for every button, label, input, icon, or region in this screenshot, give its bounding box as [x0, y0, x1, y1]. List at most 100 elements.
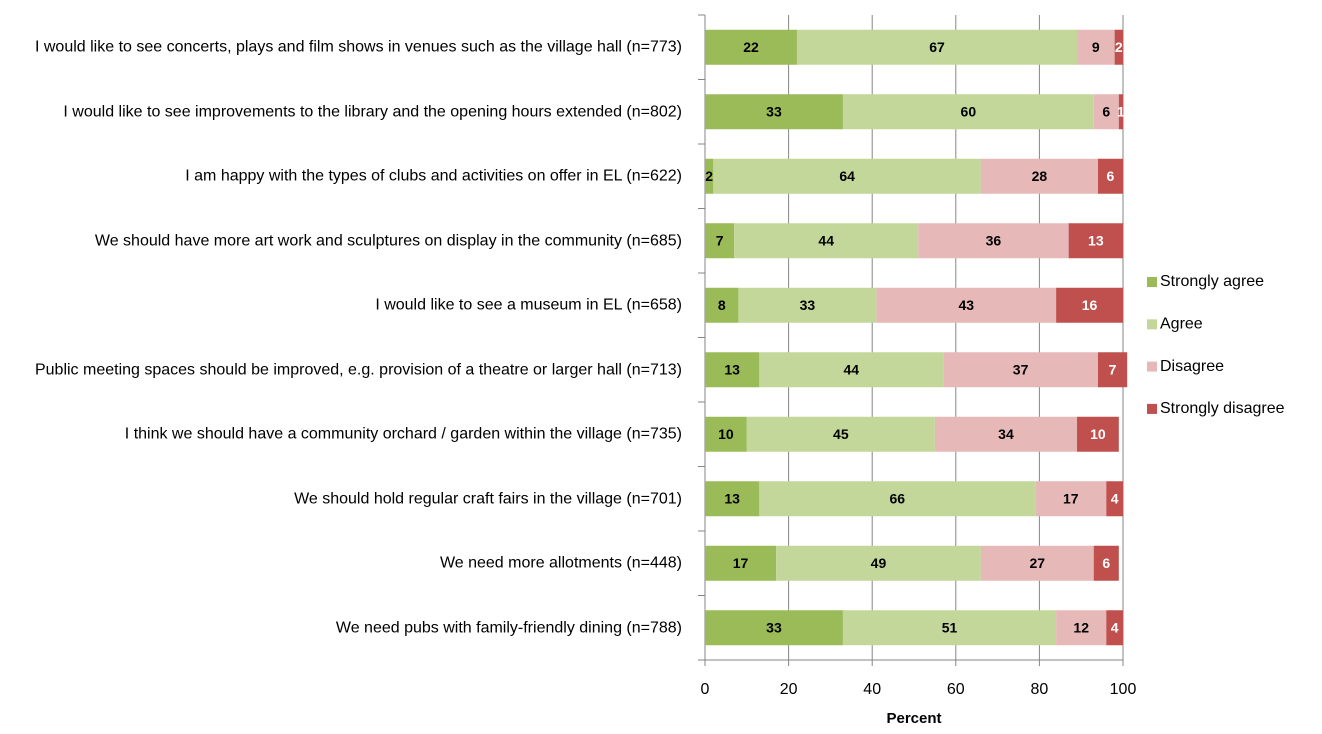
bar-segment	[1068, 223, 1123, 259]
bar-segment	[705, 94, 843, 130]
bar-segment	[1035, 481, 1107, 517]
data-label: 10	[718, 426, 734, 442]
bar-segment	[1106, 610, 1123, 646]
bar-segment	[759, 481, 1036, 517]
legend-swatch	[1147, 361, 1157, 372]
bar-segment	[796, 29, 1078, 65]
x-axis-label: Percent	[886, 710, 941, 727]
bar-segment	[918, 223, 1069, 259]
y-tick-label: We need more allotments (n=448)	[439, 554, 682, 572]
data-label: 64	[839, 168, 855, 184]
data-label: 1	[1117, 103, 1125, 119]
bar-segment	[1056, 287, 1123, 323]
data-label: 7	[1109, 361, 1117, 377]
data-label: 22	[743, 39, 759, 55]
data-label: 34	[998, 426, 1014, 442]
y-tick-label: We need pubs with family-friendly dining…	[335, 619, 682, 637]
data-label: 36	[986, 232, 1002, 248]
x-tick-label: 100	[1110, 681, 1137, 698]
x-tick-label: 40	[863, 681, 881, 698]
bar-segment	[980, 158, 1098, 194]
x-tick-label: 60	[947, 681, 965, 698]
x-tick-label: 20	[780, 681, 798, 698]
data-label: 2	[705, 168, 713, 184]
bar-segment	[1077, 29, 1115, 65]
bar-segment	[759, 352, 944, 388]
data-label: 13	[724, 361, 740, 377]
bar-segment	[1118, 94, 1123, 130]
bar-segment	[1077, 416, 1119, 452]
data-label: 6	[1107, 168, 1115, 184]
bar-segment	[738, 287, 877, 323]
bar-segment	[876, 287, 1057, 323]
data-label: 67	[929, 39, 945, 55]
bar-segment	[705, 29, 797, 65]
data-label: 60	[961, 103, 977, 119]
legend-swatch	[1147, 277, 1157, 287]
bar-segment	[1114, 29, 1123, 65]
data-label: 33	[766, 619, 782, 635]
data-label: 4	[1111, 619, 1119, 635]
y-tick-label: We should hold regular craft fairs in th…	[294, 490, 682, 508]
bar-segment	[713, 158, 981, 194]
bar-segment	[776, 545, 981, 581]
legend-label: Strongly disagree	[1160, 400, 1285, 417]
data-label: 49	[871, 555, 887, 571]
data-label: 51	[942, 619, 958, 635]
bar-segment	[746, 416, 935, 452]
bar-segment	[1093, 94, 1119, 130]
bar-segment	[1097, 158, 1123, 194]
data-label: 7	[716, 232, 724, 248]
data-label: 10	[1090, 426, 1106, 442]
data-label: 16	[1082, 297, 1098, 313]
bar-segment	[705, 610, 843, 646]
y-tick-label: Public meeting spaces should be improved…	[34, 361, 682, 379]
bar-segment	[934, 416, 1078, 452]
bar-segment	[980, 545, 1094, 581]
data-label: 66	[889, 490, 905, 506]
data-label: 37	[1013, 361, 1029, 377]
legend-label: Strongly agree	[1160, 273, 1264, 290]
data-label: 6	[1102, 103, 1110, 119]
data-label: 44	[844, 361, 860, 377]
bar-segment	[842, 94, 1094, 130]
data-label: 27	[1030, 555, 1046, 571]
bar-segment	[842, 610, 1057, 646]
bar-segment	[1056, 610, 1107, 646]
x-tick-label: 80	[1031, 681, 1049, 698]
data-label: 13	[724, 490, 740, 506]
bar-segment	[705, 352, 760, 388]
data-label: 2	[1115, 39, 1123, 55]
bar-segment	[705, 481, 760, 517]
legend-label: Disagree	[1160, 358, 1224, 375]
y-tick-label: We should have more art work and sculptu…	[94, 232, 682, 250]
y-tick-label: I think we should have a community orcha…	[124, 425, 682, 443]
data-label: 28	[1032, 168, 1048, 184]
data-label: 44	[818, 232, 834, 248]
legend-swatch	[1147, 319, 1157, 330]
data-label: 43	[958, 297, 974, 313]
bar-segment	[1106, 481, 1123, 517]
bar-segment	[705, 287, 739, 323]
legend-label: Agree	[1160, 316, 1203, 333]
bar-segment	[943, 352, 1098, 388]
bar-segment	[705, 158, 714, 194]
bar-segment	[1097, 352, 1128, 388]
y-tick-label: I am happy with the types of clubs and a…	[185, 167, 682, 185]
data-label: 6	[1102, 555, 1110, 571]
data-label: 9	[1092, 39, 1100, 55]
y-tick-label: I would like to see a museum in EL (n=65…	[375, 296, 682, 314]
x-tick-label: 0	[701, 681, 710, 698]
bar-segment	[705, 223, 735, 259]
data-label: 4	[1111, 490, 1119, 506]
legend-swatch	[1147, 403, 1157, 414]
data-label: 17	[733, 555, 749, 571]
data-label: 12	[1073, 619, 1089, 635]
data-label: 13	[1088, 232, 1104, 248]
bar-segment	[1093, 545, 1119, 581]
data-label: 33	[800, 297, 816, 313]
y-tick-label: I would like to see improvements to the …	[63, 103, 682, 121]
data-label: 45	[833, 426, 849, 442]
